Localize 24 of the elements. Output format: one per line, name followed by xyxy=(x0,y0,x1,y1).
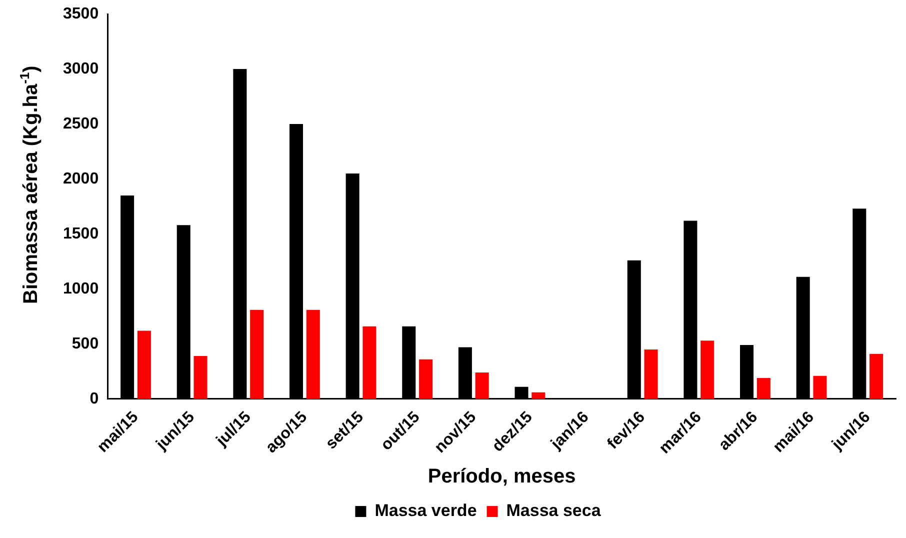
y-tick-label: 3000 xyxy=(63,60,99,78)
legend-label: Massa verde xyxy=(374,501,477,520)
legend-label: Massa seca xyxy=(506,501,602,520)
bar xyxy=(250,310,264,399)
y-tick-label: 500 xyxy=(72,335,99,352)
bar xyxy=(532,392,546,399)
x-axis-title: Período, meses xyxy=(428,466,576,488)
y-tick-label: 1000 xyxy=(63,280,99,298)
bar xyxy=(362,326,376,399)
bar xyxy=(644,349,658,399)
bar xyxy=(700,340,714,399)
bar xyxy=(475,372,489,399)
bar xyxy=(306,310,320,399)
bar xyxy=(194,356,208,399)
y-tick-label: 2000 xyxy=(63,170,99,188)
y-tick-label: 1500 xyxy=(63,225,99,242)
bar xyxy=(813,376,827,399)
y-tick-label: 3500 xyxy=(63,5,99,22)
bar xyxy=(137,330,151,399)
bar xyxy=(419,359,433,399)
y-tick-label: 2500 xyxy=(63,115,99,132)
bar xyxy=(756,378,770,399)
y-tick-label: 0 xyxy=(90,390,99,408)
bar xyxy=(870,354,884,399)
